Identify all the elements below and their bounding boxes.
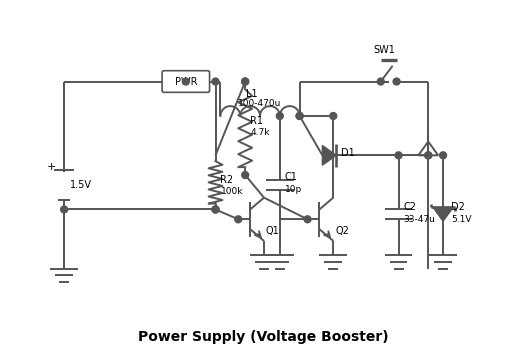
Circle shape bbox=[440, 152, 447, 159]
Circle shape bbox=[296, 113, 303, 119]
Circle shape bbox=[276, 113, 284, 119]
Text: +: + bbox=[46, 162, 56, 172]
Text: PWR: PWR bbox=[175, 76, 197, 87]
Text: SW1: SW1 bbox=[374, 45, 396, 55]
Circle shape bbox=[304, 216, 311, 223]
Circle shape bbox=[212, 78, 219, 85]
Text: 1.5V: 1.5V bbox=[70, 180, 92, 190]
Text: Q2: Q2 bbox=[335, 226, 349, 236]
Text: D1: D1 bbox=[341, 148, 355, 158]
Text: L1: L1 bbox=[246, 89, 258, 99]
Circle shape bbox=[425, 152, 432, 159]
Circle shape bbox=[395, 152, 402, 159]
Polygon shape bbox=[322, 145, 336, 165]
Text: 5.1V: 5.1V bbox=[451, 215, 471, 224]
Circle shape bbox=[235, 216, 242, 223]
Circle shape bbox=[212, 206, 219, 213]
Text: D2: D2 bbox=[451, 201, 465, 212]
Text: Power Supply (Voltage Booster): Power Supply (Voltage Booster) bbox=[138, 331, 388, 344]
Text: Q1: Q1 bbox=[266, 226, 280, 236]
Circle shape bbox=[296, 113, 303, 119]
Circle shape bbox=[393, 78, 400, 85]
Circle shape bbox=[242, 78, 249, 85]
Text: C2: C2 bbox=[403, 201, 417, 212]
Circle shape bbox=[242, 78, 249, 85]
Circle shape bbox=[425, 152, 432, 159]
Text: C1: C1 bbox=[285, 172, 298, 182]
Circle shape bbox=[60, 206, 67, 213]
FancyBboxPatch shape bbox=[162, 71, 209, 92]
Circle shape bbox=[183, 78, 189, 85]
Polygon shape bbox=[433, 207, 453, 221]
Text: 100-470u: 100-470u bbox=[238, 99, 282, 108]
Text: R1: R1 bbox=[250, 116, 263, 126]
Circle shape bbox=[212, 206, 219, 213]
Text: 4.7k: 4.7k bbox=[250, 128, 270, 137]
Text: 33-47u: 33-47u bbox=[403, 215, 436, 224]
Text: 100k: 100k bbox=[220, 187, 243, 196]
Circle shape bbox=[242, 171, 249, 178]
Circle shape bbox=[377, 78, 384, 85]
Text: R2: R2 bbox=[220, 175, 234, 185]
Text: 10p: 10p bbox=[285, 185, 302, 194]
Circle shape bbox=[330, 113, 337, 119]
